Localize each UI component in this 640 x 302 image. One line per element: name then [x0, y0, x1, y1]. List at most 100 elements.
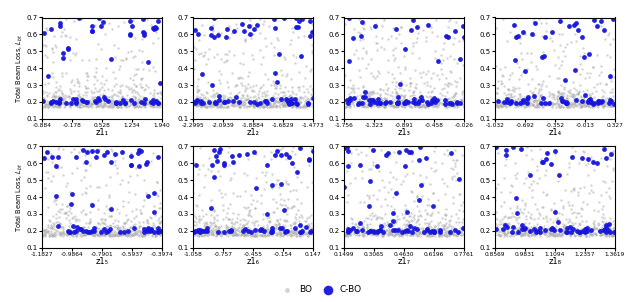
BO	[532, 99, 542, 104]
BO	[368, 74, 378, 79]
BO	[444, 100, 454, 104]
X-axis label: z1₅: z1₅	[95, 257, 109, 266]
BO	[570, 233, 580, 238]
C-BO	[580, 229, 590, 234]
BO	[573, 92, 584, 97]
BO	[356, 230, 367, 235]
BO	[524, 233, 534, 238]
C-BO	[595, 100, 605, 105]
BO	[148, 97, 158, 102]
BO	[563, 220, 573, 225]
C-BO	[367, 148, 378, 153]
C-BO	[272, 148, 282, 153]
BO	[351, 147, 362, 152]
BO	[513, 95, 524, 100]
BO	[589, 227, 599, 232]
BO	[523, 233, 533, 237]
BO	[218, 98, 228, 103]
BO	[231, 233, 241, 238]
BO	[568, 222, 578, 227]
BO	[598, 178, 608, 183]
BO	[375, 86, 385, 91]
BO	[292, 104, 303, 109]
C-BO	[381, 99, 392, 104]
BO	[383, 154, 393, 159]
BO	[532, 91, 543, 96]
BO	[241, 98, 252, 102]
BO	[128, 18, 138, 23]
BO	[189, 230, 200, 234]
BO	[79, 190, 90, 194]
BO	[274, 148, 284, 153]
BO	[61, 99, 71, 104]
BO	[68, 147, 79, 152]
BO	[192, 87, 202, 92]
BO	[44, 233, 54, 238]
BO	[264, 230, 275, 234]
BO	[513, 230, 524, 235]
BO	[565, 103, 575, 108]
BO	[276, 147, 287, 152]
BO	[197, 22, 207, 27]
BO	[282, 229, 292, 234]
BO	[349, 104, 359, 108]
BO	[220, 97, 230, 102]
C-BO	[372, 230, 383, 235]
BO	[366, 227, 376, 232]
BO	[71, 97, 81, 102]
BO	[359, 88, 369, 92]
BO	[273, 230, 284, 235]
BO	[452, 233, 462, 238]
BO	[75, 95, 85, 100]
BO	[525, 89, 535, 94]
BO	[501, 96, 511, 101]
BO	[342, 225, 352, 230]
BO	[596, 231, 606, 236]
BO	[598, 204, 608, 209]
C-BO	[148, 25, 158, 30]
C-BO	[82, 149, 92, 154]
BO	[410, 230, 420, 235]
BO	[54, 101, 64, 106]
BO	[582, 101, 592, 106]
BO	[604, 95, 614, 100]
BO	[260, 231, 270, 236]
BO	[244, 103, 255, 108]
BO	[239, 98, 249, 103]
BO	[198, 214, 208, 218]
BO	[608, 165, 618, 170]
BO	[517, 32, 527, 37]
C-BO	[193, 228, 203, 233]
C-BO	[601, 230, 611, 235]
BO	[237, 232, 248, 237]
BO	[144, 58, 154, 63]
BO	[275, 229, 285, 234]
BO	[548, 230, 558, 235]
BO	[458, 89, 468, 94]
BO	[201, 228, 211, 233]
BO	[222, 230, 232, 234]
BO	[541, 192, 552, 197]
C-BO	[81, 229, 92, 233]
BO	[51, 101, 61, 106]
BO	[149, 101, 159, 105]
BO	[216, 104, 227, 109]
BO	[307, 103, 317, 108]
BO	[440, 222, 450, 227]
BO	[429, 225, 440, 230]
BO	[362, 92, 372, 97]
BO	[146, 99, 156, 104]
BO	[86, 100, 96, 105]
C-BO	[490, 145, 500, 150]
BO	[380, 104, 390, 109]
BO	[51, 98, 61, 103]
BO	[246, 230, 257, 235]
BO	[59, 27, 69, 31]
BO	[440, 81, 451, 86]
BO	[545, 91, 556, 96]
BO	[388, 149, 399, 154]
BO	[609, 230, 620, 235]
BO	[524, 100, 534, 105]
BO	[595, 233, 605, 238]
BO	[276, 98, 287, 103]
